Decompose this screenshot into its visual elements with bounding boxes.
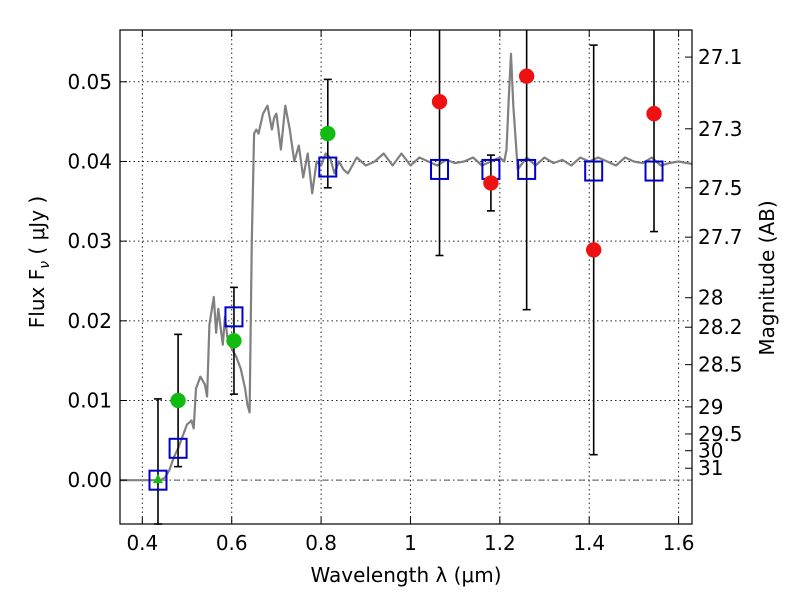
upper-limit-point — [152, 474, 163, 484]
model-band-square — [517, 158, 537, 180]
observed-optical-point — [320, 125, 336, 142]
model-band-square — [430, 158, 450, 180]
x-tick-label: 0.8 — [305, 531, 337, 555]
spectrum-line — [120, 52, 693, 482]
x-tick-label: 1.6 — [663, 531, 695, 555]
y-tick-label: 0.00 — [67, 468, 112, 492]
y2-tick-label: 27.3 — [698, 117, 743, 141]
model-band-square — [148, 469, 168, 491]
y-axis-label: Flux Fν ( μJy ) — [25, 196, 53, 328]
observed-optical-point — [226, 332, 242, 349]
plot-frame — [119, 29, 693, 525]
y2-tick-label: 27.1 — [698, 45, 743, 69]
y2-tick-label: 28 — [698, 286, 723, 310]
grid-layer — [120, 30, 692, 524]
x-tick-label: 1.4 — [573, 531, 605, 555]
model-band-square — [168, 437, 188, 459]
observed-infrared-point — [431, 93, 448, 110]
label-layer: 0.4 0.6 0.8 1 1.2 1.4 1.6 0.00 0.01 0.02 0.03 0.04 0… — [67, 45, 742, 555]
y2-tick-label: 31 — [698, 456, 723, 480]
y-axis-label-unit: ( μJy ) — [25, 196, 49, 261]
y-axis-label-sub: ν — [37, 261, 53, 269]
y2-tick-label: 29.5 — [698, 422, 743, 446]
y-tick-label: 0.03 — [67, 229, 112, 253]
y-axis-label-main: Flux F — [25, 269, 49, 328]
observed-infrared-point — [585, 242, 602, 258]
y2-tick-label: 27.5 — [698, 176, 743, 200]
y2-tick-label: 27.7 — [698, 225, 743, 249]
x-tick-label: 1.2 — [484, 531, 516, 555]
spectrum-layer — [120, 52, 693, 482]
y-tick-label: 0.05 — [67, 70, 112, 94]
y2-axis-label: Magnitude (AB) — [755, 200, 779, 355]
observed-infrared-point — [518, 68, 535, 84]
x-tick-label: 0.6 — [216, 531, 248, 555]
tick-layer — [120, 30, 692, 524]
y-tick-label: 0.04 — [67, 149, 112, 173]
y2-tick-label: 30 — [698, 439, 723, 463]
model-band-square — [318, 156, 338, 178]
y2-tick-label: 28.2 — [698, 315, 743, 339]
y2-tick-label: 29 — [698, 395, 723, 419]
y-tick-label: 0.01 — [67, 389, 112, 413]
marker-layer — [148, 68, 664, 491]
observed-infrared-point — [646, 105, 662, 122]
y2-tick-label: 28.5 — [698, 353, 743, 377]
model-band-square — [224, 306, 244, 328]
y-tick-label: 0.02 — [67, 309, 112, 333]
model-band-square — [584, 160, 604, 182]
model-band-square — [644, 160, 664, 182]
x-tick-label: 1 — [404, 531, 417, 555]
observed-infrared-point — [483, 175, 499, 191]
errorbar-layer — [153, 30, 659, 525]
x-tick-label: 0.4 — [126, 531, 158, 555]
observed-optical-point — [170, 392, 186, 409]
x-axis-label: Wavelength λ (μm) — [310, 563, 501, 587]
